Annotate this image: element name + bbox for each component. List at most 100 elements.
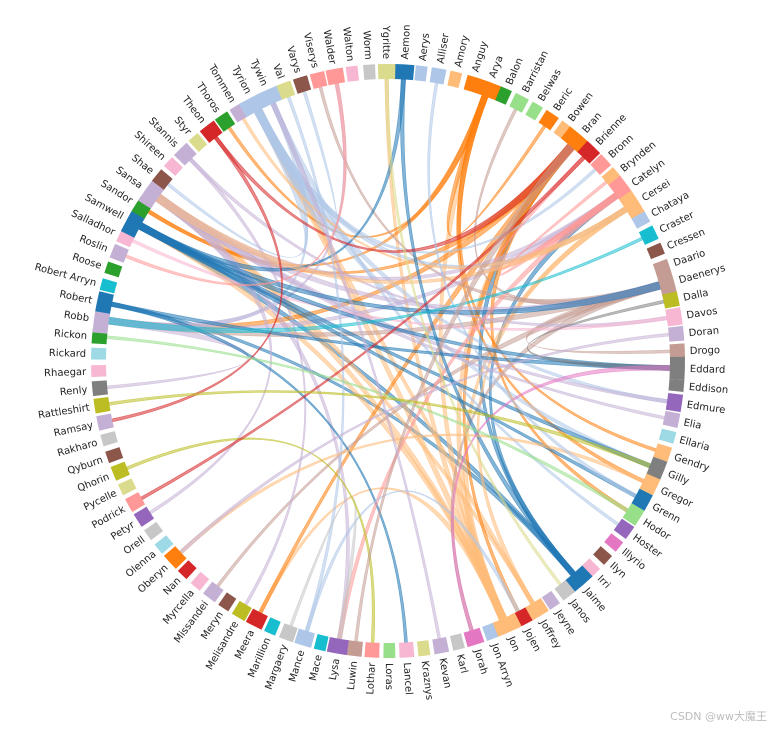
node-arc-aemon[interactable]	[393, 64, 415, 81]
ribbon-kevan-tywin[interactable]	[270, 102, 441, 639]
node-arc-amory[interactable]	[447, 70, 463, 88]
node-arc-melisandre[interactable]	[231, 600, 252, 622]
node-arc-elia[interactable]	[662, 410, 681, 429]
node-arc-robert[interactable]	[95, 291, 114, 314]
node-arc-brynden[interactable]	[601, 167, 623, 188]
node-arc-marillion[interactable]	[264, 617, 281, 636]
node-arc-rakharo[interactable]	[100, 431, 118, 447]
node-arc-hoster[interactable]	[613, 518, 635, 539]
node-arc-shireen[interactable]	[163, 157, 183, 176]
node-arc-viserys[interactable]	[309, 70, 328, 89]
node-arc-eddard[interactable]	[669, 356, 686, 381]
node-arc-mace[interactable]	[313, 634, 329, 652]
node-arc-ilyn[interactable]	[593, 546, 613, 565]
node-arc-ygritte[interactable]	[377, 64, 396, 80]
node-arc-gilly[interactable]	[646, 456, 668, 481]
node-arc-hodor[interactable]	[622, 503, 645, 526]
node-arc-robert-arryn[interactable]	[99, 278, 118, 294]
node-arc-cersei[interactable]	[618, 190, 646, 220]
node-arc-myrcella[interactable]	[190, 571, 210, 591]
node-arc-stannis[interactable]	[173, 142, 197, 166]
node-arc-balon[interactable]	[495, 86, 512, 105]
node-arc-illyrio[interactable]	[604, 533, 624, 552]
node-arc-rattleshirt[interactable]	[93, 396, 111, 414]
node-arc-jon-arryn[interactable]	[482, 622, 499, 641]
ribbon-tywin-hoster[interactable]	[270, 102, 620, 526]
node-arc-lancel[interactable]	[399, 641, 415, 658]
node-arc-meryn[interactable]	[218, 592, 237, 612]
node-arc-roose[interactable]	[104, 261, 123, 278]
node-arc-theon[interactable]	[199, 120, 223, 143]
node-arc-craster[interactable]	[638, 225, 659, 245]
node-arc-arya[interactable]	[472, 77, 504, 102]
node-arc-val[interactable]	[276, 80, 296, 100]
node-arc-edmure[interactable]	[665, 393, 684, 413]
node-arc-renly[interactable]	[91, 380, 108, 397]
node-arc-ramsay[interactable]	[96, 413, 114, 431]
node-arc-gendry[interactable]	[653, 443, 673, 462]
node-arc-styr[interactable]	[188, 133, 208, 153]
ribbon-doran-oberyn[interactable]	[179, 332, 670, 555]
node-arc-lysa[interactable]	[326, 636, 349, 656]
node-arc-jon[interactable]	[490, 612, 522, 638]
node-arc-qyburn[interactable]	[105, 447, 124, 464]
node-arc-jorah[interactable]	[463, 627, 485, 648]
node-arc-doran[interactable]	[668, 325, 685, 342]
node-arc-cressen[interactable]	[646, 242, 665, 260]
node-arc-kraznys[interactable]	[417, 640, 431, 657]
node-arc-eddison[interactable]	[668, 379, 685, 392]
node-arc-thoros[interactable]	[214, 111, 236, 132]
node-arc-rickard[interactable]	[91, 347, 107, 360]
node-arc-margaery[interactable]	[278, 623, 298, 643]
node-arc-shae[interactable]	[151, 169, 173, 190]
node-arc-ellaria[interactable]	[658, 428, 677, 444]
node-arc-tywin[interactable]	[256, 85, 284, 109]
node-arc-alliser[interactable]	[429, 67, 447, 85]
node-arc-podrick[interactable]	[125, 492, 146, 513]
node-arc-barristan[interactable]	[509, 92, 529, 113]
node-arc-karl[interactable]	[449, 633, 465, 651]
node-arc-qhorin[interactable]	[110, 461, 130, 481]
node-arc-olenna[interactable]	[154, 535, 174, 554]
node-arc-lothar[interactable]	[364, 642, 380, 658]
node-arc-aerys[interactable]	[414, 65, 428, 82]
node-arc-joffrey[interactable]	[524, 598, 549, 622]
ribbon-samwell-daenerys[interactable]	[138, 222, 662, 315]
node-arc-jeyne[interactable]	[541, 590, 560, 610]
node-arc-walton[interactable]	[345, 65, 359, 82]
node-arc-rhaegar[interactable]	[91, 364, 107, 378]
node-arc-orell[interactable]	[144, 521, 164, 541]
node-arc-petyr[interactable]	[133, 506, 155, 527]
ribbon-catelyn-brynden[interactable]	[499, 180, 619, 276]
node-arc-grenn[interactable]	[631, 488, 653, 511]
node-arc-beric[interactable]	[538, 109, 559, 131]
node-arc-irri[interactable]	[581, 558, 601, 578]
node-arc-daenerys[interactable]	[655, 268, 678, 299]
node-arc-kevan[interactable]	[432, 636, 450, 655]
node-arc-brienne[interactable]	[577, 140, 601, 164]
node-arc-chataya[interactable]	[631, 211, 651, 229]
ribbon-daenerys-missandei[interactable]	[216, 281, 662, 588]
node-arc-belwas[interactable]	[525, 101, 543, 121]
node-arc-nan[interactable]	[177, 560, 197, 580]
node-arc-loras[interactable]	[383, 642, 396, 658]
node-arc-walder[interactable]	[325, 67, 346, 86]
node-arc-luwin[interactable]	[346, 640, 363, 657]
node-arc-missandei[interactable]	[203, 581, 224, 603]
node-arc-worm[interactable]	[363, 64, 376, 80]
node-arc-drogo[interactable]	[669, 343, 685, 359]
node-arc-bowen[interactable]	[553, 120, 572, 140]
node-arc-gregor[interactable]	[639, 473, 661, 496]
node-arc-meera[interactable]	[245, 608, 268, 630]
node-arc-davos[interactable]	[665, 307, 683, 327]
node-arc-oberyn[interactable]	[163, 546, 187, 569]
ribbon-walder-roslin[interactable]	[125, 83, 347, 286]
ribbon-cersei-sansa[interactable]	[155, 193, 628, 285]
node-arc-mance[interactable]	[294, 628, 315, 648]
node-arc-janos[interactable]	[554, 579, 576, 601]
node-arc-pycelle[interactable]	[117, 478, 137, 496]
node-arc-roslin[interactable]	[109, 243, 129, 263]
node-arc-dalla[interactable]	[662, 291, 680, 309]
ribbon-qhorin-lothar[interactable]	[126, 437, 376, 643]
node-arc-bronn[interactable]	[590, 154, 612, 175]
